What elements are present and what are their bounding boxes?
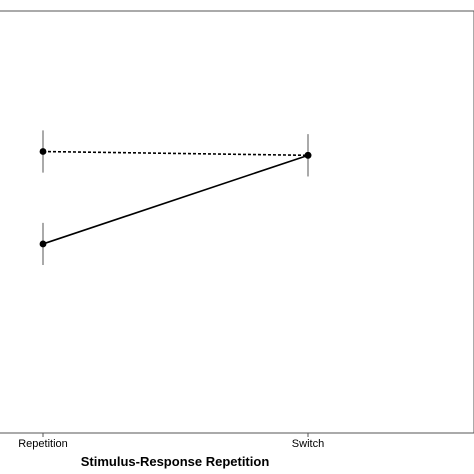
series-2-point-1	[39, 240, 47, 248]
series-1-point-1	[39, 148, 47, 155]
series-1-line	[42, 150, 309, 157]
series-2	[39, 134, 312, 266]
series-layer	[39, 130, 312, 266]
x-tick-label-switch: Switch	[292, 438, 324, 450]
x-axis-title: Stimulus-Response Repetition	[81, 454, 270, 469]
x-axis-ticks	[42, 433, 309, 437]
series-1	[39, 130, 312, 177]
x-axis-tick-labels: Repetition Switch	[18, 438, 324, 450]
plot-frame	[0, 10, 474, 434]
series-2-point-2	[304, 151, 312, 159]
x-tick-label-repetition: Repetition	[18, 438, 68, 450]
series-2-line	[42, 154, 309, 245]
